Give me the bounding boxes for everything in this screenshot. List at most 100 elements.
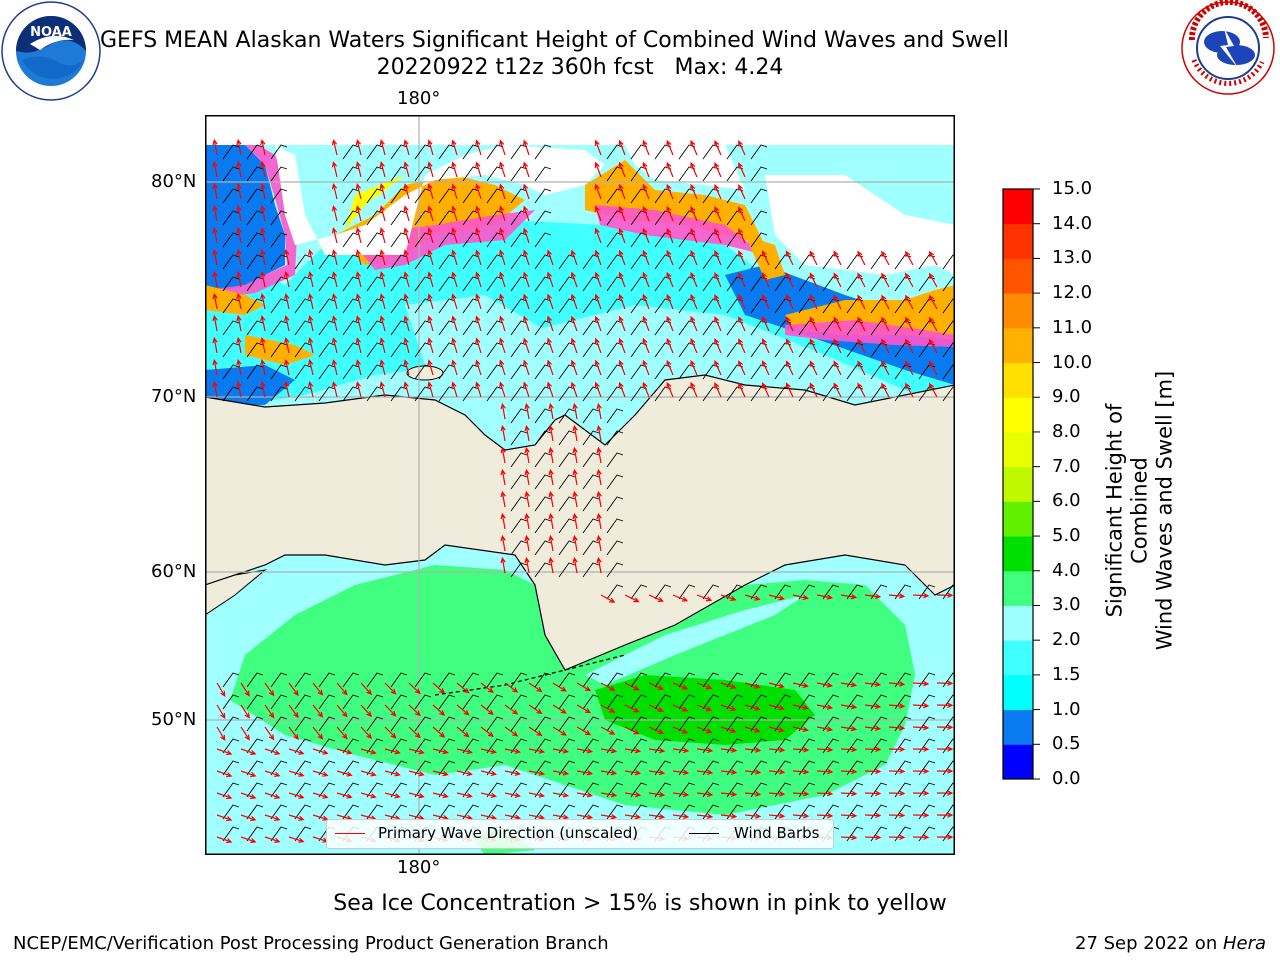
wave-direction-arrow — [785, 294, 794, 310]
wind-barb — [750, 166, 768, 182]
wind-barb — [534, 188, 552, 204]
wind-barb — [534, 496, 552, 512]
wave-direction-arrow — [744, 769, 762, 775]
wave-direction-arrow — [260, 380, 266, 398]
wind-barb — [390, 804, 408, 820]
wind-barb — [918, 584, 936, 600]
wind-barb — [510, 166, 528, 182]
wave-direction-arrow — [618, 293, 626, 310]
wave-direction-arrow — [504, 792, 522, 798]
wave-direction-arrow — [331, 271, 338, 288]
wave-direction-arrow — [336, 726, 348, 740]
wave-direction-arrow — [284, 314, 290, 332]
wave-direction-arrow — [768, 813, 786, 819]
wind-barb — [726, 782, 744, 798]
wave-direction-arrow — [857, 250, 866, 266]
wave-direction-arrow — [768, 726, 785, 733]
wave-direction-arrow — [600, 770, 618, 776]
wind-barb — [414, 254, 432, 270]
wave-direction-arrow — [816, 812, 834, 819]
wave-direction-arrow — [738, 272, 746, 288]
wave-direction-arrow — [624, 726, 640, 735]
wave-direction-arrow — [738, 250, 746, 266]
wave-direction-arrow — [212, 160, 218, 178]
wind-barb — [318, 738, 336, 754]
wave-direction-arrow — [360, 748, 377, 755]
wind-barb — [414, 210, 432, 226]
wave-direction-arrow — [690, 161, 698, 178]
wind-barb — [366, 298, 384, 314]
wave-direction-arrow — [912, 724, 930, 731]
wave-direction-arrow — [456, 792, 473, 799]
wave-direction-arrow — [864, 812, 882, 819]
wind-barb — [894, 826, 912, 842]
wind-barb — [894, 298, 912, 314]
wind-barb — [582, 518, 600, 534]
wind-barb — [294, 320, 312, 336]
wind-barb — [462, 144, 480, 160]
wave-direction-arrow — [427, 139, 434, 156]
wave-direction-arrow — [672, 791, 690, 798]
colorbar-swatch — [1003, 327, 1033, 364]
wave-direction-arrow — [528, 792, 546, 798]
wind-barb — [462, 782, 480, 798]
wind-barb — [774, 584, 792, 600]
wind-barb — [534, 474, 552, 490]
wave-direction-arrow — [809, 272, 818, 288]
wave-direction-arrow — [666, 227, 674, 244]
wind-barb — [438, 276, 456, 292]
wind-barb — [366, 364, 384, 380]
wave-direction-arrow — [912, 812, 930, 818]
wind-barb — [702, 672, 720, 688]
wind-barb — [702, 584, 720, 600]
wave-direction-arrow — [403, 293, 410, 310]
wave-direction-arrow — [216, 792, 233, 800]
wave-direction-arrow — [642, 183, 650, 200]
wind-barb — [510, 518, 528, 534]
wave-direction-arrow — [552, 748, 570, 754]
wind-barb — [342, 782, 360, 798]
wave-direction-arrow — [761, 316, 770, 332]
wind-barb — [510, 188, 528, 204]
wave-direction-arrow — [524, 424, 530, 442]
wind-barb — [558, 760, 576, 776]
wave-direction-arrow — [738, 338, 746, 354]
wind-barb — [486, 144, 504, 160]
wind-barb — [390, 738, 408, 754]
wind-barb — [942, 364, 954, 380]
legend-wave-direction-label: Primary Wave Direction (unscaled) — [378, 824, 639, 842]
wave-direction-arrow — [355, 381, 362, 398]
wind-barb — [246, 364, 264, 380]
wind-barb — [798, 716, 816, 732]
wave-direction-arrow — [864, 681, 882, 688]
wave-direction-arrow — [833, 250, 842, 266]
wave-direction-arrow — [570, 381, 578, 398]
wave-direction-arrow — [360, 726, 373, 740]
wave-direction-arrow — [936, 812, 954, 818]
wave-direction-arrow — [307, 271, 314, 288]
colorbar-tick-label: 1.0 — [1052, 698, 1081, 720]
wave-direction-arrow — [403, 359, 410, 376]
wave-direction-arrow — [720, 594, 737, 602]
wind-barb — [534, 232, 552, 248]
wind-barb — [918, 276, 936, 292]
wave-direction-arrow — [480, 682, 494, 694]
wind-barb — [486, 694, 504, 710]
wind-barb — [366, 320, 384, 336]
wind-barb — [414, 298, 432, 314]
wind-barb — [486, 386, 504, 402]
wind-barb — [534, 738, 552, 754]
wave-direction-arrow — [624, 813, 642, 820]
wave-direction-arrow — [864, 725, 882, 732]
noaa-logo-text: NOAA — [30, 25, 72, 40]
wave-direction-arrow — [888, 703, 906, 709]
wind-barb — [294, 342, 312, 358]
wind-barb — [414, 320, 432, 336]
colorbar-swatch — [1003, 570, 1033, 606]
wave-direction-arrow — [499, 205, 506, 222]
wind-barb — [534, 540, 552, 556]
wind-barb — [894, 254, 912, 270]
wave-direction-arrow — [260, 248, 266, 266]
wave-direction-arrow — [212, 292, 218, 310]
wave-direction-arrow — [928, 250, 938, 266]
